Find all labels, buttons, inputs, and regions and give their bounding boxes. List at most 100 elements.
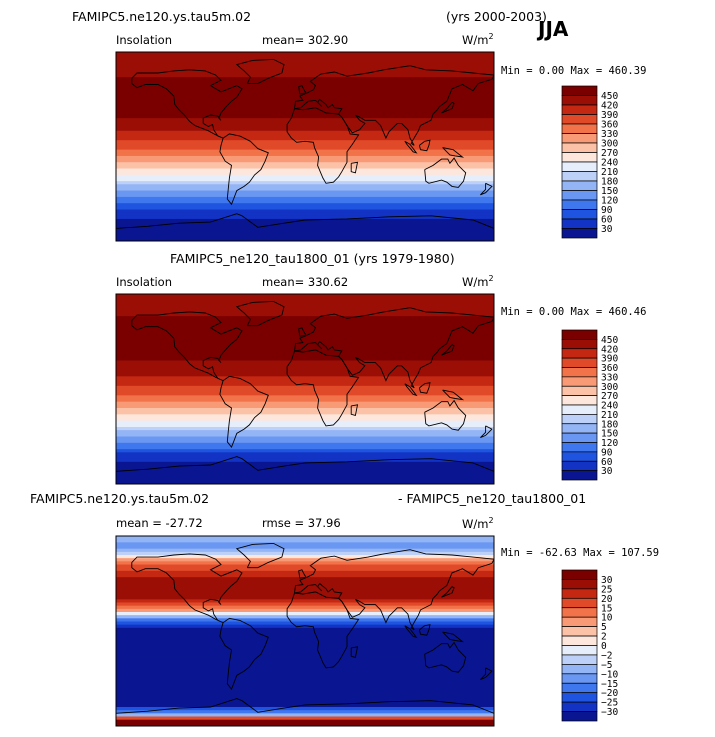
colorbar-tick-2-2: 390 <box>601 354 618 365</box>
band-1-3 <box>116 61 494 66</box>
coastline-2-12 <box>298 327 307 337</box>
colorbar-box-3-10 <box>561 664 598 675</box>
band-1-9 <box>116 80 494 85</box>
field-bands-1 <box>116 52 494 241</box>
band-2-38 <box>116 414 494 419</box>
band-3-55 <box>116 710 494 714</box>
band-1-18 <box>116 108 494 113</box>
band-2-35 <box>116 404 494 409</box>
colorbar-tick-1-8: 210 <box>601 167 618 178</box>
coastline-1-3 <box>294 65 494 146</box>
coastline-1-12 <box>298 85 307 95</box>
band-2-21 <box>116 360 494 365</box>
band-2-40 <box>116 420 494 425</box>
colorbar-tick-3-7: 0 <box>601 641 607 652</box>
colorbar-tick-1-0: 450 <box>601 91 618 102</box>
band-2-37 <box>116 411 494 415</box>
band-1-19 <box>116 111 494 116</box>
band-3-44 <box>116 675 494 680</box>
band-2-44 <box>116 433 494 438</box>
colorbar-tick-2-6: 270 <box>601 391 618 402</box>
band-2-11 <box>116 328 494 333</box>
panel1-minmax: Min = 0.00 Max = 460.39 <box>501 65 647 77</box>
band-1-43 <box>116 187 494 192</box>
colorbar-box-1-12 <box>561 199 598 210</box>
band-3-3 <box>116 545 494 550</box>
colorbar-tick-3-3: 15 <box>601 603 612 614</box>
band-2-43 <box>116 430 494 434</box>
colorbar-tick-1-10: 150 <box>601 186 618 197</box>
coastline-1-8 <box>441 101 455 114</box>
band-3-2 <box>116 542 494 547</box>
band-1-10 <box>116 83 494 88</box>
coastline-1-7 <box>480 182 493 196</box>
band-3-39 <box>116 659 494 664</box>
band-3-17 <box>116 589 494 594</box>
band-2-41 <box>116 423 494 428</box>
colorbar-box-1-1 <box>561 95 598 106</box>
colorbar-tick-1-2: 390 <box>601 110 618 121</box>
band-2-17 <box>116 347 494 352</box>
colorbar-box-1-9 <box>561 171 598 182</box>
band-2-51 <box>116 455 494 460</box>
colorbar-tick-2-7: 240 <box>601 401 618 412</box>
band-2-48 <box>116 446 494 450</box>
colorbar-box-1-11 <box>561 190 598 201</box>
colorbar-box-3-0 <box>561 569 598 580</box>
band-2-13 <box>116 335 494 339</box>
colorbar-box-3-14 <box>561 701 598 712</box>
coastline-1-5 <box>350 161 359 174</box>
map-frame-3 <box>115 535 495 727</box>
coastline-3-5 <box>350 646 359 658</box>
band-3-13 <box>116 577 494 581</box>
colorbar-box-2-12 <box>561 442 598 453</box>
map-panel-1 <box>115 51 495 242</box>
band-2-36 <box>116 408 494 412</box>
band-3-48 <box>116 688 494 692</box>
band-1-25 <box>116 130 494 135</box>
coastline-3-2 <box>219 617 269 690</box>
band-2-3 <box>116 303 494 308</box>
colorbar-tick-2-5: 300 <box>601 382 618 393</box>
band-3-1 <box>116 539 494 543</box>
band-1-48 <box>116 203 494 207</box>
band-2-14 <box>116 338 494 343</box>
band-1-44 <box>116 190 494 195</box>
colorbar-tick-1-6: 270 <box>601 148 618 159</box>
band-1-56 <box>116 228 494 233</box>
colorbar-box-2-7 <box>561 395 598 406</box>
colorbar-tick-1-5: 300 <box>601 139 618 150</box>
band-3-31 <box>116 634 494 638</box>
band-1-22 <box>116 121 494 126</box>
colorbar-tick-3-12: −20 <box>601 688 618 699</box>
coastline-2-2 <box>219 375 269 448</box>
band-1-6 <box>116 70 494 75</box>
colorbar-box-1-15 <box>561 228 598 239</box>
band-2-53 <box>116 461 494 466</box>
colorbar-1: 4504203903603303002702402101801501209060… <box>561 85 618 239</box>
map-panel-2 <box>115 293 495 485</box>
band-1-30 <box>116 146 494 151</box>
coastline-3-8 <box>441 586 455 598</box>
colorbar-box-2-13 <box>561 451 598 462</box>
colorbar-box-3-7 <box>561 635 598 646</box>
field-bands-3 <box>116 536 494 726</box>
band-1-29 <box>116 143 494 148</box>
band-1-1 <box>116 55 494 59</box>
band-1-52 <box>116 215 494 220</box>
band-1-0 <box>116 52 494 56</box>
band-1-40 <box>116 178 494 182</box>
colorbar-box-1-4 <box>561 123 598 134</box>
band-3-36 <box>116 650 494 654</box>
band-2-15 <box>116 341 494 346</box>
season-label: JJA <box>538 17 569 41</box>
colorbar-tick-2-0: 450 <box>601 335 618 346</box>
colorbar-box-1-0 <box>561 85 598 96</box>
panel2-title: FAMIPC5_ne120_tau1800_01 (yrs 1979-1980) <box>170 251 455 266</box>
band-3-5 <box>116 551 494 556</box>
coastline-1-10 <box>404 140 418 154</box>
colorbar-tick-3-8: −2 <box>601 650 612 661</box>
band-2-26 <box>116 376 494 381</box>
